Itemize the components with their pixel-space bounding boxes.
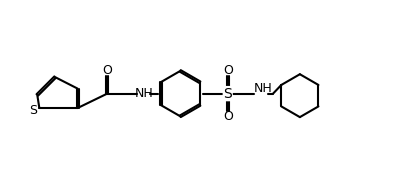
Text: NH: NH [253, 82, 272, 95]
Text: O: O [223, 110, 233, 123]
Text: S: S [29, 104, 37, 117]
Text: NH: NH [135, 87, 154, 100]
Text: O: O [102, 64, 112, 77]
Text: O: O [223, 64, 233, 77]
Text: S: S [223, 87, 232, 101]
